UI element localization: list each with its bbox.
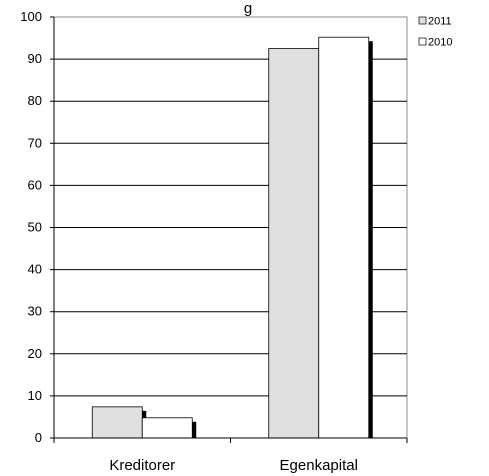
y-tick-label-70: 70 (28, 135, 42, 150)
y-tick-label-0: 0 (35, 430, 42, 445)
bar-Kreditorer-2010 (141, 417, 193, 439)
bars (91, 36, 373, 439)
bar-Kreditorer-2011 (91, 406, 143, 439)
y-tick-label-100: 100 (20, 9, 42, 24)
bar-Egenkapital-2010 (318, 36, 370, 439)
legend-label-2011: 2011 (428, 16, 452, 28)
chart-title-fragment: g (244, 0, 252, 17)
bar-Egenkapital-2011 (268, 48, 320, 439)
y-tick-label-90: 90 (28, 51, 42, 66)
y-tick-label-50: 50 (28, 220, 42, 235)
legend: 2011 2010 (418, 16, 452, 49)
legend-label-2010: 2010 (428, 37, 452, 49)
x-axis: Kreditorer Egenkapital (53, 437, 408, 474)
y-axis: 0 10 20 30 40 50 60 70 80 90 100 (20, 9, 55, 445)
y-tick-label-80: 80 (28, 93, 42, 108)
legend-swatch-2010 (418, 37, 427, 46)
y-tick-label-30: 30 (28, 304, 42, 319)
y-tick-label-20: 20 (28, 346, 42, 361)
x-tick-label-Kreditorer: Kreditorer (109, 457, 175, 474)
x-tick-label-Egenkapital: Egenkapital (280, 457, 358, 474)
y-tick-label-10: 10 (28, 388, 42, 403)
y-tick-label-60: 60 (28, 177, 42, 192)
legend-swatch-2011 (418, 16, 427, 25)
y-tick-label-40: 40 (28, 262, 42, 277)
